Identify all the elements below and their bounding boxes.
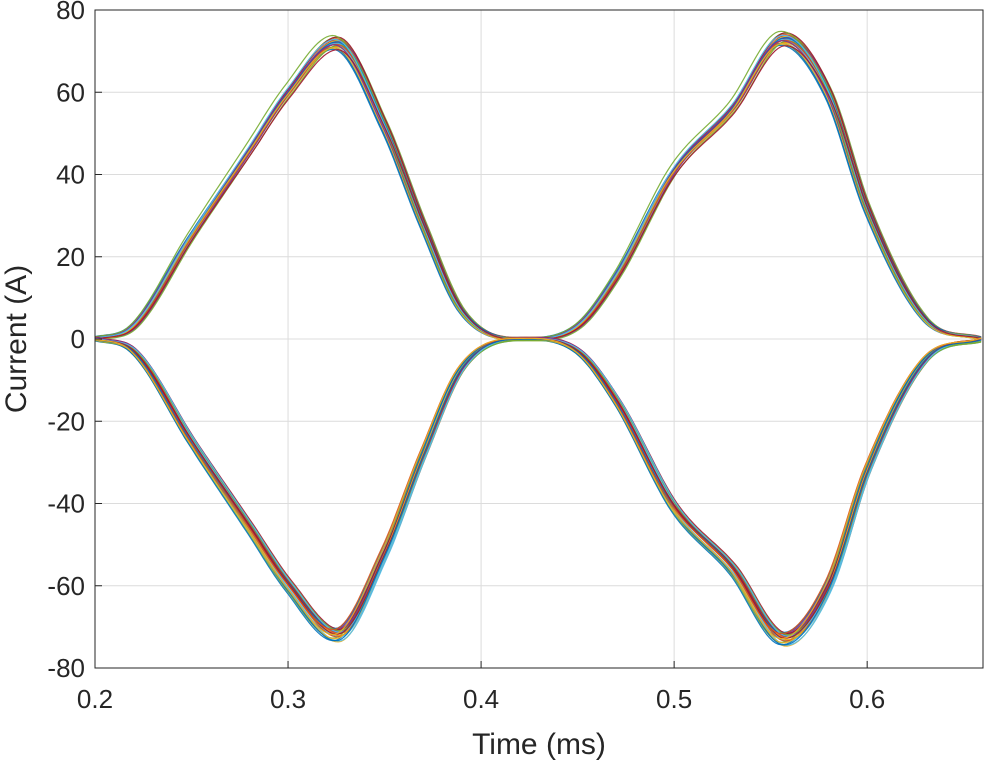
x-tick-label: 0.3 bbox=[270, 684, 306, 714]
y-tick-label: -80 bbox=[47, 653, 85, 683]
y-tick-label: -60 bbox=[47, 571, 85, 601]
x-tick-label: 0.4 bbox=[463, 684, 499, 714]
x-axis-label: Time (ms) bbox=[472, 728, 606, 760]
y-tick-label: -40 bbox=[47, 489, 85, 519]
x-tick-label: 0.2 bbox=[77, 684, 113, 714]
x-tick-label: 0.6 bbox=[849, 684, 885, 714]
y-tick-label: -20 bbox=[47, 406, 85, 436]
y-tick-label: 40 bbox=[56, 160, 85, 190]
y-tick-label: 0 bbox=[71, 324, 85, 354]
trace-negative-envelope bbox=[94, 337, 982, 640]
ticks: 0.2 0.3 0.4 0.5 0.6 -80 -60 -40 -20 0 20 40 60 80 bbox=[47, 0, 885, 714]
y-tick-label: 20 bbox=[56, 242, 85, 272]
traces bbox=[94, 30, 982, 647]
x-tick-label: 0.5 bbox=[656, 684, 692, 714]
y-tick-label: 80 bbox=[56, 0, 85, 25]
y-axis-label: Current (A) bbox=[0, 265, 33, 413]
y-tick-label: 60 bbox=[56, 77, 85, 107]
